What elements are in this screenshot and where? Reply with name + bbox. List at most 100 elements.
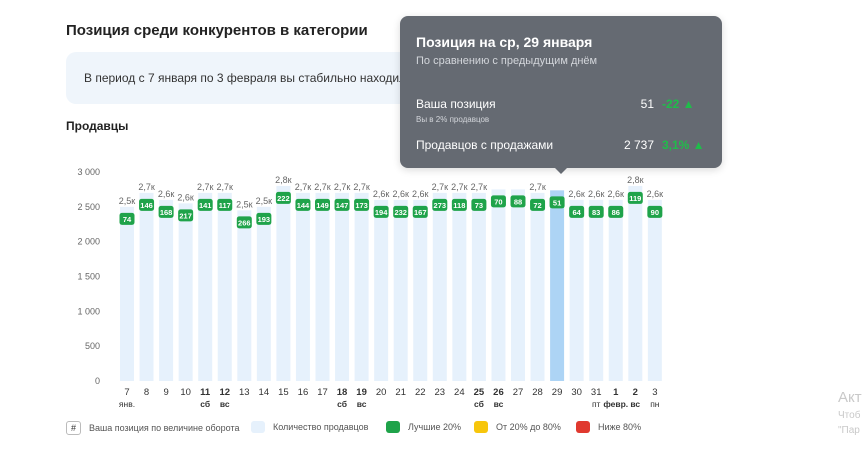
legend-low[interactable]: Ниже 80% <box>576 421 641 433</box>
seller-count-label: 2,8к <box>275 175 292 185</box>
position-badge-label: 72 <box>533 201 541 210</box>
position-badge-label: 266 <box>238 218 251 227</box>
tooltip-position-value: 51 <box>640 97 654 111</box>
top-swatch-icon <box>386 421 400 433</box>
position-badge-label: 86 <box>612 208 620 217</box>
hash-icon: # <box>66 421 81 435</box>
x-tick-weekday: янв. <box>119 399 135 409</box>
y-tick-label: 1 000 <box>77 306 100 316</box>
seller-count-bar[interactable] <box>295 192 310 381</box>
seller-count-bar[interactable] <box>139 192 154 381</box>
position-badge-label: 217 <box>179 211 192 220</box>
seller-count-bar[interactable] <box>354 192 369 381</box>
position-badge <box>178 209 194 222</box>
position-badge-label: 83 <box>592 208 600 217</box>
seller-count-bar[interactable] <box>589 199 604 381</box>
legend-mid[interactable]: От 20% до 80% <box>474 421 561 433</box>
seller-count-bar[interactable] <box>276 185 291 381</box>
watermark-line-1: Акт <box>838 389 862 406</box>
seller-count-label: 2,5к <box>236 199 253 209</box>
x-tick-day: 19 <box>356 387 367 398</box>
x-tick-day: 13 <box>239 387 250 398</box>
seller-count-bar[interactable] <box>393 199 408 381</box>
legend-position[interactable]: # Ваша позиция по величине оборота <box>66 421 239 435</box>
seller-count-bar[interactable] <box>530 192 545 381</box>
position-badge-label: 222 <box>277 194 290 203</box>
x-tick-day: 8 <box>144 387 149 398</box>
seller-count-bar[interactable] <box>256 206 271 381</box>
tooltip-sellers-value: 2 737 <box>623 138 654 152</box>
position-badge <box>236 216 252 229</box>
position-badge-label: 74 <box>123 215 132 224</box>
y-tick-label: 2 500 <box>77 202 100 212</box>
x-tick-day: 17 <box>317 387 328 398</box>
y-tick-label: 1 500 <box>77 272 100 282</box>
position-badge <box>490 195 506 208</box>
x-tick-weekday: пт <box>592 399 601 409</box>
legend-count[interactable]: Количество продавцов <box>251 421 368 433</box>
position-badge <box>119 212 135 225</box>
position-badge-label: 147 <box>336 201 349 210</box>
seller-count-bar[interactable] <box>628 185 643 381</box>
seller-count-bar[interactable] <box>452 192 467 381</box>
position-badge <box>549 196 565 209</box>
seller-count-bar[interactable] <box>374 199 389 381</box>
seller-count-bar[interactable] <box>315 192 330 381</box>
tooltip-subtitle: По сравнению с предыдущим днём <box>416 55 598 67</box>
position-chart[interactable]: 3 000 2 500 2 000 1 500 1 000 500 0 2,5к 74 7янв.… <box>0 0 864 420</box>
legend-count-label: Количество продавцов <box>273 422 369 432</box>
seller-count-bar[interactable] <box>237 210 252 381</box>
seller-count-bar[interactable] <box>217 192 232 381</box>
x-tick-day: 7 <box>124 387 129 398</box>
seller-count-label: 2,6к <box>568 189 585 199</box>
seller-count-bar[interactable] <box>159 199 174 381</box>
seller-count-bar[interactable] <box>413 199 428 381</box>
seller-count-bar[interactable] <box>178 203 193 381</box>
position-badge <box>158 205 174 218</box>
x-tick-weekday: вс <box>357 399 367 409</box>
seller-count-label: 2,5к <box>256 196 273 206</box>
seller-count-bar[interactable] <box>432 192 447 381</box>
position-badge <box>451 198 467 211</box>
seller-count-bar[interactable] <box>569 199 584 381</box>
seller-count-bar[interactable] <box>608 199 623 381</box>
seller-count-bar[interactable] <box>198 192 213 381</box>
x-tick-day: 27 <box>513 387 524 398</box>
seller-count-bar[interactable] <box>335 192 350 381</box>
low-swatch-icon <box>576 421 590 433</box>
count-swatch-icon <box>251 421 265 433</box>
page-title: Позиция среди конкурентов в категории <box>66 22 368 39</box>
legend-top-label: Лучшие 20% <box>408 422 461 432</box>
position-badge-label: 194 <box>375 208 388 217</box>
seller-count-bar[interactable] <box>550 190 565 381</box>
tooltip-sellers-row: Продавцов с продажами 2 737 3,1% ▲ <box>416 138 706 168</box>
legend-low-label: Ниже 80% <box>598 422 642 432</box>
x-tick-day: 24 <box>454 387 465 398</box>
tooltip-sellers-delta: 3,1% ▲ <box>662 138 705 152</box>
tooltip-position-delta: -22 ▲ <box>662 97 695 111</box>
seller-count-label: 2,7к <box>529 182 546 192</box>
x-tick-day: 20 <box>376 387 387 398</box>
seller-count-bar[interactable] <box>491 189 506 381</box>
position-badge-label: 168 <box>160 208 173 217</box>
position-badge-label: 88 <box>514 197 522 206</box>
x-tick-day: 18 <box>337 387 348 398</box>
position-badge <box>647 205 663 218</box>
seller-count-bar[interactable] <box>511 189 525 381</box>
seller-count-label: 2,7к <box>197 182 214 192</box>
x-tick-day: 21 <box>395 387 406 398</box>
seller-count-label: 2,6к <box>412 189 429 199</box>
x-tick-day: 22 <box>415 387 426 398</box>
x-tick-weekday: вс <box>630 399 640 409</box>
x-tick-day: 1 <box>613 387 619 398</box>
position-badge <box>373 205 389 218</box>
legend-top[interactable]: Лучшие 20% <box>386 421 461 433</box>
chart-legend: # Ваша позиция по величине оборота Колич… <box>66 421 686 437</box>
position-badge-label: 90 <box>651 208 659 217</box>
seller-count-bar[interactable] <box>471 192 486 381</box>
seller-count-bar[interactable] <box>647 199 662 381</box>
seller-count-bar[interactable] <box>120 206 134 381</box>
position-badge-label: 117 <box>219 201 231 210</box>
position-badge <box>315 198 330 211</box>
position-badge-label: 273 <box>434 201 447 210</box>
